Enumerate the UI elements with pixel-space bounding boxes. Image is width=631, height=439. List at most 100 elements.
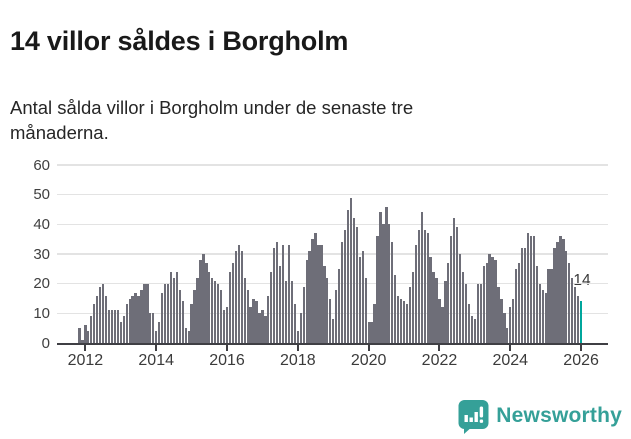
bar xyxy=(494,259,497,343)
bar xyxy=(90,316,93,343)
newsworthy-logo: Newsworthy xyxy=(457,398,622,434)
bar xyxy=(467,304,471,343)
newsworthy-bubble-barchart-icon xyxy=(458,400,489,434)
bar xyxy=(574,286,577,343)
x-tick-label: 2020 xyxy=(350,352,387,369)
bar xyxy=(485,262,488,343)
bar xyxy=(175,271,179,343)
x-axis-tick xyxy=(509,344,512,351)
bar xyxy=(379,212,382,343)
last-value-label: 14 xyxy=(573,272,591,289)
bar xyxy=(349,197,353,343)
bar xyxy=(470,316,474,343)
bar xyxy=(429,256,432,343)
x-axis-tick xyxy=(367,344,370,351)
bar xyxy=(184,328,187,343)
bar xyxy=(278,265,282,343)
bar xyxy=(382,224,385,343)
bar xyxy=(541,289,544,343)
bar xyxy=(211,277,214,343)
bar xyxy=(364,277,367,343)
bar xyxy=(199,259,202,343)
bar xyxy=(394,274,397,343)
bar xyxy=(376,236,379,343)
x-tick-label: 2018 xyxy=(280,352,316,369)
bar xyxy=(119,322,122,343)
bar xyxy=(214,280,217,343)
x-axis-tick xyxy=(580,344,583,351)
bar xyxy=(202,254,205,343)
bar xyxy=(193,289,196,343)
bar xyxy=(523,248,527,343)
chart-subtitle: Antal sålda villor i Borgholm under de s… xyxy=(10,96,414,144)
bar xyxy=(441,307,444,343)
bar xyxy=(576,295,580,343)
bar xyxy=(113,310,117,343)
bar xyxy=(305,259,308,343)
page-title: 14 villor såldes i Borgholm xyxy=(10,26,349,57)
bar xyxy=(196,277,199,343)
bar xyxy=(479,283,482,343)
bar xyxy=(391,242,394,343)
bar xyxy=(388,224,391,343)
bar xyxy=(568,262,571,343)
bar xyxy=(438,298,441,343)
bar xyxy=(293,304,297,343)
bar xyxy=(426,233,429,343)
y-tick-label: 10 xyxy=(33,304,50,322)
bar xyxy=(240,251,243,343)
bar xyxy=(326,277,329,343)
bar xyxy=(314,233,317,343)
bar xyxy=(134,292,137,343)
bar xyxy=(261,310,264,343)
bar xyxy=(450,236,453,343)
bar xyxy=(146,283,149,343)
bar xyxy=(228,271,232,343)
bar xyxy=(550,268,553,343)
bar xyxy=(237,245,240,343)
bar xyxy=(565,251,568,343)
x-axis-tick xyxy=(84,344,87,351)
bar xyxy=(152,313,155,343)
bar xyxy=(311,239,314,343)
bar xyxy=(205,262,208,343)
bar xyxy=(556,242,559,343)
bar xyxy=(99,286,102,343)
bar xyxy=(302,286,305,343)
bar xyxy=(402,301,406,343)
bar xyxy=(84,325,87,343)
bar xyxy=(222,310,226,343)
newsworthy-logo-text: Newsworthy xyxy=(496,404,622,427)
bar xyxy=(219,289,223,343)
bar xyxy=(163,283,167,343)
bar xyxy=(107,310,111,343)
bar xyxy=(559,236,562,343)
bar xyxy=(169,271,173,343)
bar xyxy=(473,319,477,343)
bar xyxy=(320,245,323,343)
bar xyxy=(520,248,524,343)
bar xyxy=(101,283,105,343)
y-tick-label: 30 xyxy=(33,245,50,263)
bar xyxy=(299,313,302,343)
bar xyxy=(355,227,358,343)
bar xyxy=(93,304,96,343)
bar xyxy=(149,313,152,343)
bar xyxy=(317,245,320,343)
bar xyxy=(538,283,541,343)
y-tick-label: 50 xyxy=(33,186,50,204)
bar xyxy=(562,239,565,343)
bar xyxy=(290,280,294,343)
bar xyxy=(246,289,249,343)
bar xyxy=(482,265,485,343)
bar xyxy=(338,268,341,343)
bar xyxy=(408,286,412,343)
bar xyxy=(335,289,338,343)
bar xyxy=(352,218,356,343)
bar xyxy=(264,316,267,343)
bar xyxy=(81,340,84,343)
bar xyxy=(255,301,258,343)
bar xyxy=(131,295,134,343)
bar xyxy=(397,295,400,343)
gridline-50 xyxy=(57,193,608,196)
